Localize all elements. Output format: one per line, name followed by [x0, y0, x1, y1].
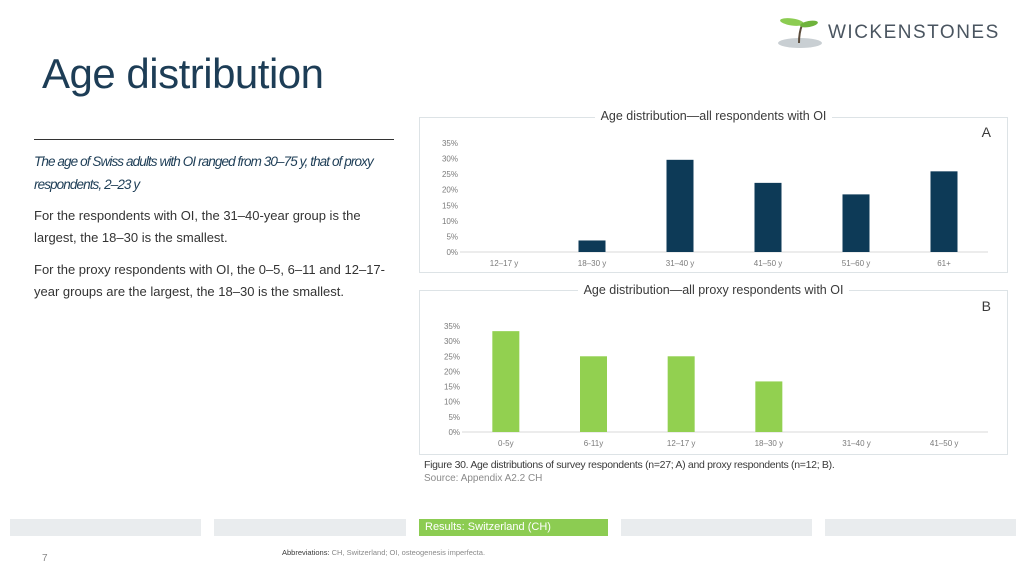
slide-subtitle: The age of Swiss adults with OI ranged f…: [34, 154, 374, 192]
bar-chart-respondents: 0% 5% 10% 15% 20% 25% 30% 35% 12–17 y 18–30 y 31–4…: [442, 139, 988, 268]
nav-section-2[interactable]: [214, 519, 406, 536]
x-tick-label: 18–30 y: [755, 439, 783, 448]
tree-logo-icon: [778, 18, 822, 48]
panel-label: A: [981, 124, 991, 140]
nav-section-4[interactable]: [621, 519, 812, 536]
page-number: 7: [42, 553, 48, 564]
chart-title-text: Age distribution—all proxy respondents w…: [577, 283, 850, 297]
nav-section-active[interactable]: Results: Switzerland (CH): [419, 519, 608, 536]
bar: [667, 356, 695, 432]
bar: [666, 159, 694, 252]
x-tick-label: 18–30 y: [578, 259, 606, 268]
y-tick-label: 35%: [444, 322, 460, 331]
nav-section-1[interactable]: [10, 519, 201, 536]
abbreviations-label: Abbreviations:: [282, 548, 330, 557]
x-tick-label: 12–17 y: [667, 439, 695, 448]
x-tick-label: 31–40 y: [666, 259, 694, 268]
bar: [842, 194, 870, 252]
y-tick-label: 25%: [444, 352, 460, 361]
y-tick-label: 20%: [444, 367, 460, 376]
chart-title: Age distribution—all proxy respondents w…: [420, 283, 1007, 297]
chart-title: Age distribution—all respondents with OI: [420, 109, 1007, 123]
page-title: Age distribution: [42, 50, 324, 97]
y-tick-label: 30%: [444, 337, 460, 346]
y-tick-label: 10%: [444, 398, 460, 407]
chart-panel-respondents: Age distribution—all respondents with OI…: [419, 109, 1008, 273]
bar: [930, 171, 958, 252]
x-tick-label: 51–60 y: [842, 259, 870, 268]
x-tick-label: 41–50 y: [754, 259, 782, 268]
y-tick-label: 15%: [444, 383, 460, 392]
chart-title-text: Age distribution—all respondents with OI: [594, 109, 833, 123]
abbreviations-note: Abbreviations: CH, Switzerland; OI, oste…: [282, 548, 485, 557]
bar-chart-proxy: 0% 5% 10% 15% 20% 25% 30% 35% 0-5y 6-11y 12–17 y 18…: [444, 322, 988, 448]
nav-section-5[interactable]: [825, 519, 1016, 536]
company-logo: WICKENSTONES: [776, 16, 998, 50]
y-tick-label: 0%: [448, 428, 460, 437]
y-tick-label: 20%: [442, 186, 458, 195]
y-tick-label: 10%: [442, 217, 458, 226]
section-divider: [34, 139, 394, 140]
x-tick-label: 12–17 y: [490, 259, 518, 268]
y-tick-label: 5%: [446, 232, 458, 241]
x-tick-label: 31–40 y: [842, 439, 870, 448]
abbreviations-text: CH, Switzerland; OI, osteogenesis imperf…: [331, 548, 486, 557]
body-paragraph-respondents: For the respondents with OI, the 31–40-y…: [34, 208, 361, 245]
x-tick-label: 6-11y: [584, 439, 603, 448]
y-tick-label: 15%: [442, 201, 458, 210]
y-tick-label: 30%: [442, 155, 458, 164]
x-tick-label: 41–50 y: [930, 439, 958, 448]
bar: [578, 240, 606, 252]
logo-text: WICKENSTONES: [828, 22, 1000, 43]
bar: [580, 356, 607, 432]
y-tick-label: 35%: [442, 139, 458, 148]
bar: [492, 331, 520, 432]
y-tick-label: 0%: [446, 248, 458, 257]
x-tick-label: 0-5y: [498, 439, 514, 448]
y-tick-label: 25%: [442, 170, 458, 179]
bar: [754, 182, 782, 252]
y-tick-label: 5%: [448, 413, 460, 422]
figure-source: Source: Appendix A2.2 CH: [424, 473, 543, 484]
figure-caption: Figure 30. Age distributions of survey r…: [424, 459, 835, 471]
body-paragraph-proxy: For the proxy respondents with OI, the 0…: [34, 262, 385, 299]
chart-panel-proxy: Age distribution—all proxy respondents w…: [419, 283, 1008, 455]
panel-label: B: [981, 298, 991, 314]
x-tick-label: 61+: [937, 259, 951, 268]
bar: [755, 381, 783, 432]
